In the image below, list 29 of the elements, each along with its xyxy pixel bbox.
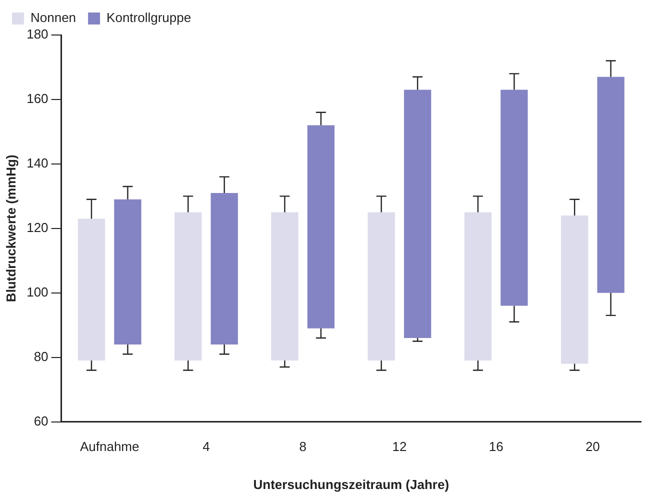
legend-label: Nonnen xyxy=(30,10,76,26)
bar xyxy=(404,90,432,338)
legend-label: Kontrollgruppe xyxy=(106,10,192,26)
bar xyxy=(307,125,335,328)
y-tick-label: 180 xyxy=(26,26,48,42)
bar xyxy=(271,212,298,361)
x-tick-label: Aufnahme xyxy=(80,439,140,454)
y-tick-label: 100 xyxy=(26,284,48,300)
y-tick-label: 80 xyxy=(34,348,48,364)
bar xyxy=(114,199,142,344)
bar xyxy=(368,212,395,361)
bar xyxy=(500,90,528,306)
x-tick-label: 8 xyxy=(299,439,306,454)
bar xyxy=(464,212,492,361)
bar xyxy=(560,216,588,364)
bar xyxy=(210,192,238,344)
x-tick-label: 12 xyxy=(392,439,407,454)
y-tick-label: 160 xyxy=(26,91,48,106)
bar xyxy=(174,212,202,361)
bar xyxy=(597,76,624,293)
y-tick-label: 140 xyxy=(26,156,48,171)
x-tick-label: 4 xyxy=(202,439,210,454)
y-tick-label: 60 xyxy=(34,413,48,428)
bar xyxy=(78,218,106,361)
y-axis-title: Blutdruckwerte (mmHg) xyxy=(3,154,18,302)
x-tick-label: 16 xyxy=(488,439,504,454)
x-axis-title: Untersuchungszeitraum (Jahre) xyxy=(253,476,450,492)
x-tick-label: 20 xyxy=(585,439,600,454)
y-tick-label: 120 xyxy=(26,220,48,235)
